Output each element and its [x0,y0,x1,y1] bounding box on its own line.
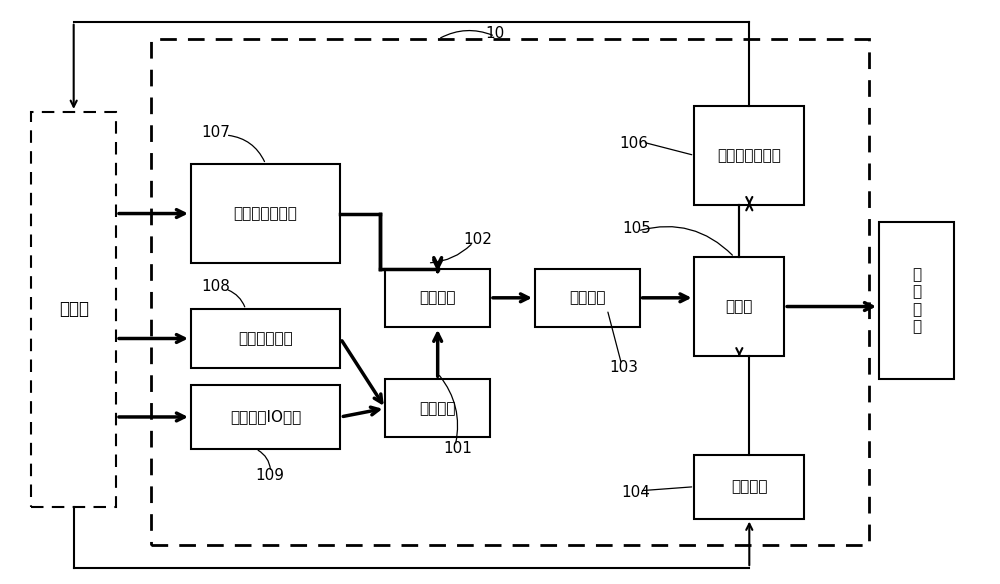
Text: 复位信号端口: 复位信号端口 [238,331,293,346]
Text: 101: 101 [443,442,472,457]
Text: 109: 109 [256,468,285,482]
Bar [694,257,784,356]
Text: 继电器检测模块: 继电器检测模块 [717,148,781,163]
Bar [191,385,340,449]
Text: 107: 107 [201,124,230,140]
Text: 驱动模块: 驱动模块 [569,290,606,305]
Bar [385,269,490,327]
Text: 逻辑模块: 逻辑模块 [419,401,456,416]
Text: 10: 10 [485,26,504,41]
Text: 锁存模块: 锁存模块 [419,290,456,305]
Bar [191,164,340,263]
Text: 102: 102 [463,232,492,247]
Bar [151,39,869,545]
Text: 继电器: 继电器 [726,299,753,314]
Text: 外
部
电
路: 外 部 电 路 [912,267,921,334]
Bar [31,112,116,507]
Text: 103: 103 [610,360,639,375]
Text: 单片机: 单片机 [59,300,89,318]
Bar [191,310,340,367]
Text: 104: 104 [622,485,651,500]
Text: 使能信号IO端口: 使能信号IO端口 [230,409,301,425]
Text: 106: 106 [620,136,649,151]
Bar [694,106,804,205]
Text: 供电模块: 供电模块 [731,479,768,494]
Bar [535,269,640,327]
Text: 继电器控制端口: 继电器控制端口 [234,206,298,221]
Bar [694,455,804,519]
Bar [879,223,954,379]
Text: 105: 105 [623,221,652,235]
Bar [385,379,490,437]
Text: 108: 108 [201,279,230,294]
